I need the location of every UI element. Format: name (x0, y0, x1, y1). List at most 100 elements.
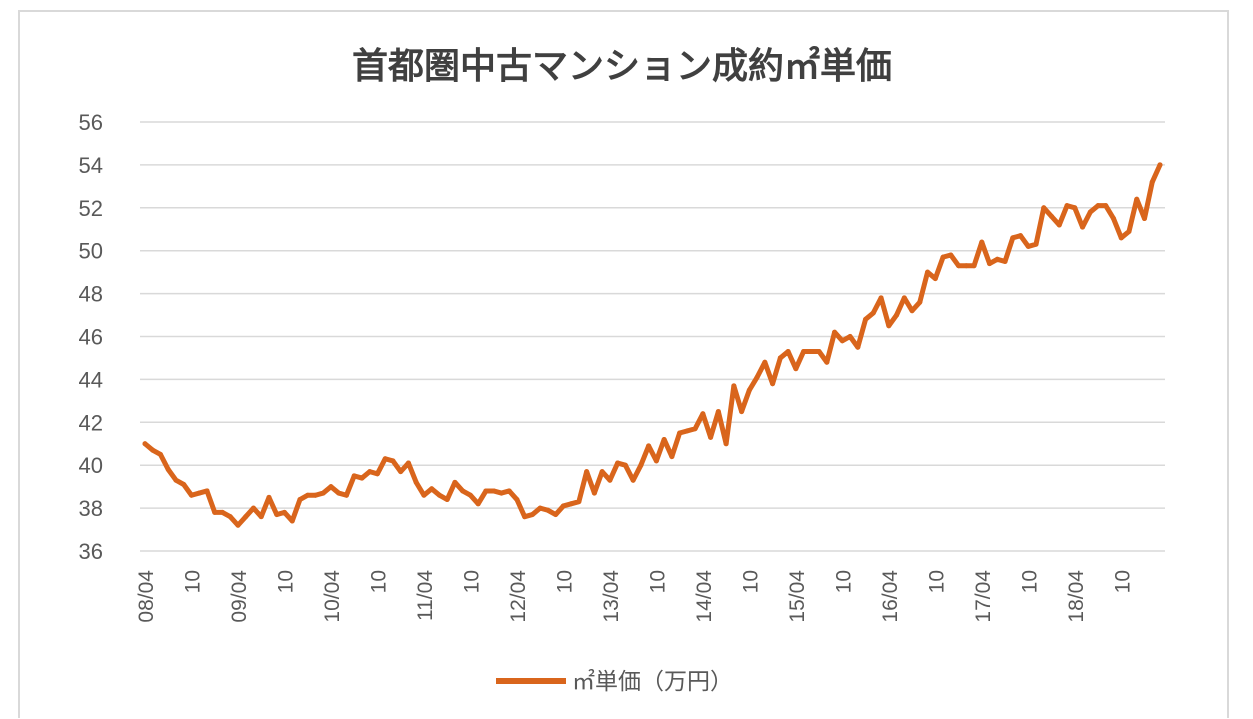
data-point (1134, 196, 1140, 202)
data-point (243, 514, 249, 520)
data-point (739, 409, 745, 415)
data-point (188, 492, 194, 498)
data-point (328, 484, 334, 490)
x-tick-label: 18/04 (1065, 570, 1088, 623)
data-point (1080, 224, 1086, 230)
x-tick-label: 10 (181, 570, 204, 593)
x-tick-label: 10/04 (321, 570, 344, 623)
x-tick-label: 17/04 (972, 570, 995, 623)
data-point (638, 462, 644, 468)
data-point (816, 349, 822, 355)
data-point (1002, 258, 1008, 264)
data-point (157, 451, 163, 457)
data-point (150, 447, 156, 453)
y-tick-label: 46 (79, 325, 103, 350)
data-point (994, 256, 1000, 262)
data-point (1056, 222, 1062, 228)
data-point (1041, 205, 1047, 211)
data-point (1087, 209, 1093, 215)
y-axis-tick-labels: 36 38 40 42 44 46 48 50 52 54 56 (79, 110, 103, 564)
data-point (979, 239, 985, 245)
data-point (661, 436, 667, 442)
data-point (1103, 203, 1109, 209)
data-point (700, 411, 706, 417)
data-point (374, 471, 380, 477)
data-point (281, 509, 287, 515)
data-point (746, 387, 752, 393)
x-tick-label: 10 (553, 570, 576, 593)
data-point (901, 295, 907, 301)
data-point (460, 488, 466, 494)
data-point (1142, 216, 1148, 222)
data-point (925, 269, 931, 275)
x-tick-label: 10 (1018, 570, 1041, 593)
data-point (886, 323, 892, 329)
data-point (367, 469, 373, 475)
series-line (142, 162, 1163, 528)
data-point (1025, 243, 1031, 249)
data-point (491, 488, 497, 494)
data-point (622, 462, 628, 468)
data-point (421, 492, 427, 498)
data-point (204, 488, 210, 494)
data-point (692, 426, 698, 432)
data-point (576, 499, 582, 505)
y-tick-label: 54 (79, 153, 103, 178)
data-point (165, 466, 171, 472)
data-point (390, 458, 396, 464)
data-point (359, 475, 365, 481)
data-point (863, 316, 869, 322)
data-point (305, 492, 311, 498)
data-point (1095, 203, 1101, 209)
data-point (878, 295, 884, 301)
data-point (467, 492, 473, 498)
data-point (932, 276, 938, 282)
data-point (1064, 203, 1070, 209)
data-point (568, 501, 574, 507)
legend: ㎡単価（万円） (496, 669, 733, 695)
x-axis-tick-labels: 08/04 10 09/04 10 10/04 10 11/04 10 12/04 10 13/04… (135, 570, 1134, 623)
data-point (956, 263, 962, 269)
data-point (754, 374, 760, 380)
y-tick-label: 38 (79, 496, 103, 521)
data-point (777, 355, 783, 361)
series-group (142, 162, 1163, 528)
x-tick-label: 08/04 (135, 570, 158, 623)
data-point (963, 263, 969, 269)
x-tick-label: 10 (1111, 570, 1134, 593)
data-point (832, 329, 838, 335)
x-tick-label: 14/04 (693, 570, 716, 623)
y-tick-label: 42 (79, 410, 103, 435)
data-point (297, 497, 303, 503)
y-tick-label: 36 (79, 539, 103, 564)
data-point (553, 512, 559, 518)
data-point (987, 261, 993, 267)
data-point (894, 312, 900, 318)
data-point (653, 458, 659, 464)
data-point (289, 518, 295, 524)
data-point (429, 486, 435, 492)
y-tick-label: 44 (79, 367, 103, 392)
data-point (336, 490, 342, 496)
data-point (351, 473, 357, 479)
data-point (483, 488, 489, 494)
data-point (591, 490, 597, 496)
data-point (343, 492, 349, 498)
legend-label: ㎡単価（万円） (572, 669, 733, 695)
x-tick-label: 15/04 (786, 570, 809, 623)
data-point (444, 497, 450, 503)
x-tick-label: 10 (646, 570, 669, 593)
data-point (514, 497, 520, 503)
y-tick-label: 52 (79, 196, 103, 221)
data-point (212, 509, 218, 515)
data-point (398, 469, 404, 475)
data-point (475, 501, 481, 507)
data-point (1126, 228, 1132, 234)
data-point (770, 381, 776, 387)
data-point (1049, 213, 1055, 219)
data-point (855, 344, 861, 350)
data-point (669, 454, 675, 460)
data-point (708, 434, 714, 440)
data-point (948, 252, 954, 258)
data-point (630, 477, 636, 483)
